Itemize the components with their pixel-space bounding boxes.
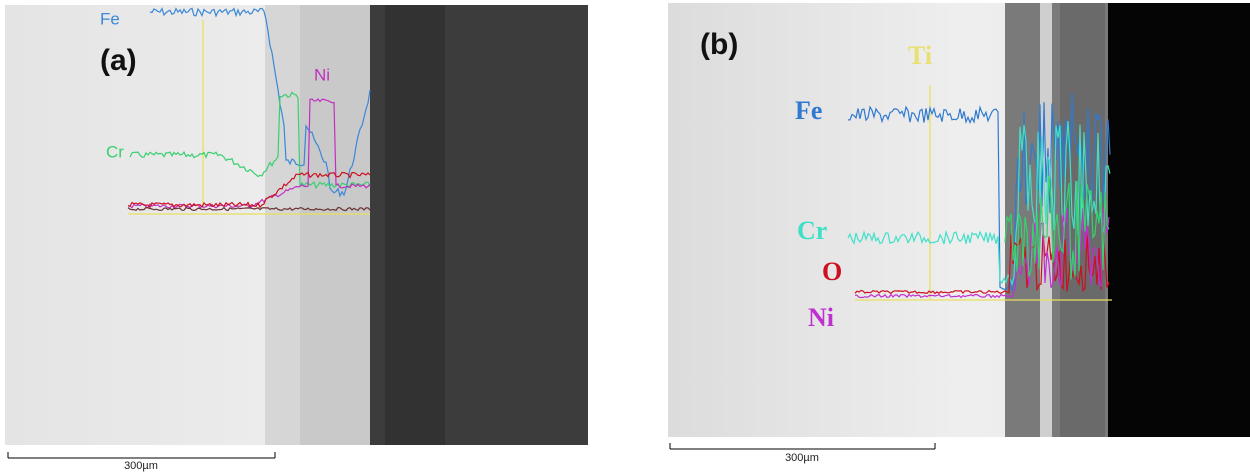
dark-region [385, 5, 445, 445]
element-label: Ni [808, 303, 834, 332]
element-label: O [822, 257, 842, 286]
panel-label: (a) [100, 44, 137, 77]
scale-bar-label: 300µm [785, 452, 819, 464]
layer [265, 5, 305, 445]
layer [300, 5, 372, 445]
scale-bar-label: 300µm [124, 460, 158, 472]
element-label: Ni [314, 65, 330, 84]
element-label: Ti [908, 41, 932, 70]
figure: (a) Fe Ni Cr 300µm (b) Ti Fe Cr O Ni 300… [0, 0, 1250, 472]
element-label: Fe [100, 9, 120, 28]
panel-a: (a) Fe Ni Cr 300µm [5, 5, 588, 472]
page: (a) Fe Ni Cr 300µm (b) Ti Fe Cr O Ni 300… [0, 0, 1250, 472]
panel-b: (b) Ti Fe Cr O Ni 300µm [668, 3, 1250, 464]
element-label: Cr [106, 142, 124, 161]
dark-region [1108, 3, 1250, 437]
panel-label: (b) [700, 28, 738, 61]
element-label: Cr [797, 216, 827, 245]
element-label: Fe [795, 96, 822, 125]
